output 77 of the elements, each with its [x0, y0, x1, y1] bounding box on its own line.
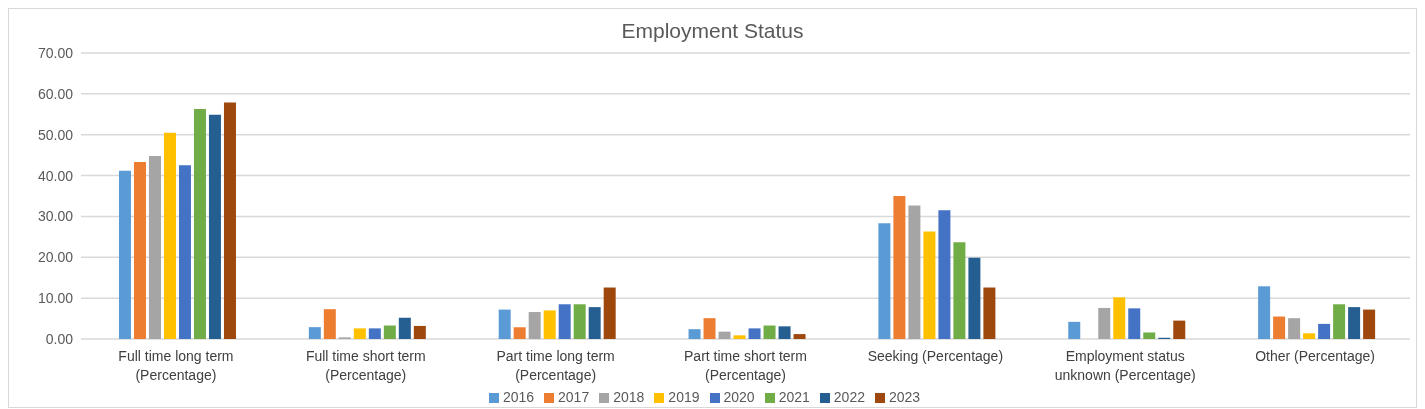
bar — [923, 231, 936, 339]
bar — [718, 331, 731, 339]
bar — [778, 326, 791, 339]
y-tick-label: 0.00 — [45, 330, 74, 347]
bar — [133, 162, 146, 339]
x-tick-label: Employment status unknown (Percentage) — [1054, 348, 1196, 383]
legend-label: 2022 — [833, 389, 865, 405]
bar — [1128, 308, 1141, 339]
bar — [353, 328, 366, 339]
bar — [308, 327, 321, 339]
legend-label: 2021 — [778, 389, 810, 405]
bar — [323, 309, 336, 339]
y-tick-label: 60.00 — [37, 85, 74, 102]
bar — [688, 329, 701, 339]
bar — [573, 304, 586, 339]
bar — [878, 223, 891, 339]
bar — [208, 114, 221, 339]
y-tick-label: 40.00 — [37, 167, 74, 184]
bar — [1143, 332, 1156, 339]
legend-label: 2017 — [558, 389, 590, 405]
bar — [383, 325, 396, 339]
bar — [893, 196, 906, 339]
bar — [938, 210, 951, 339]
bar — [1258, 286, 1271, 339]
bar — [178, 165, 191, 339]
bar — [118, 170, 131, 339]
legend-label: 2018 — [613, 389, 645, 405]
bar — [588, 307, 601, 339]
bar — [1288, 318, 1301, 339]
bar — [703, 318, 716, 339]
bar — [498, 309, 511, 339]
bar — [1068, 321, 1081, 339]
bar — [908, 205, 921, 339]
bar — [1318, 323, 1331, 339]
bar — [603, 287, 616, 339]
bar — [953, 242, 966, 339]
x-tick-label: Part time long term (Percentage) — [496, 348, 615, 383]
bar — [413, 325, 426, 339]
bar — [763, 325, 776, 339]
bar — [748, 328, 761, 339]
y-tick-label: 10.00 — [37, 290, 74, 307]
bar — [1348, 307, 1361, 339]
bar — [398, 317, 411, 339]
bar — [1303, 333, 1316, 339]
bar — [793, 334, 806, 339]
bar — [148, 155, 161, 339]
bar — [1363, 309, 1376, 339]
y-tick-label: 20.00 — [37, 249, 74, 266]
y-tick-label: 50.00 — [37, 126, 74, 143]
bar — [1273, 316, 1286, 339]
bar — [1333, 304, 1346, 339]
y-tick-label: 70.00 — [37, 44, 74, 61]
bar — [528, 312, 541, 339]
bar — [163, 132, 176, 339]
y-tick-label: 30.00 — [37, 208, 74, 225]
bar — [558, 304, 571, 339]
bar — [1113, 297, 1126, 339]
bar — [983, 287, 996, 339]
bar — [368, 328, 381, 339]
legend-label: 2016 — [502, 389, 535, 405]
x-tick-label: Other (Percentage) — [1255, 348, 1375, 364]
bar — [1173, 320, 1186, 339]
x-tick-label: Part time short term (Percentage) — [684, 348, 807, 383]
x-tick-label: Seeking (Percentage) — [867, 348, 1004, 364]
bar — [193, 108, 206, 339]
x-tick-label: Full time short term (Percentage) — [305, 348, 426, 383]
x-tick-label: Full time long term (Percentage) — [118, 348, 234, 383]
bar — [543, 310, 556, 339]
legend-label: 2023 — [888, 389, 921, 405]
bar — [968, 257, 981, 339]
bar — [733, 335, 746, 339]
bar — [1098, 307, 1111, 339]
bar — [513, 327, 526, 339]
chart-title: Employment Status — [621, 19, 804, 42]
bar — [223, 102, 236, 339]
legend-label: 2019 — [668, 389, 700, 405]
legend-label: 2020 — [723, 389, 755, 405]
